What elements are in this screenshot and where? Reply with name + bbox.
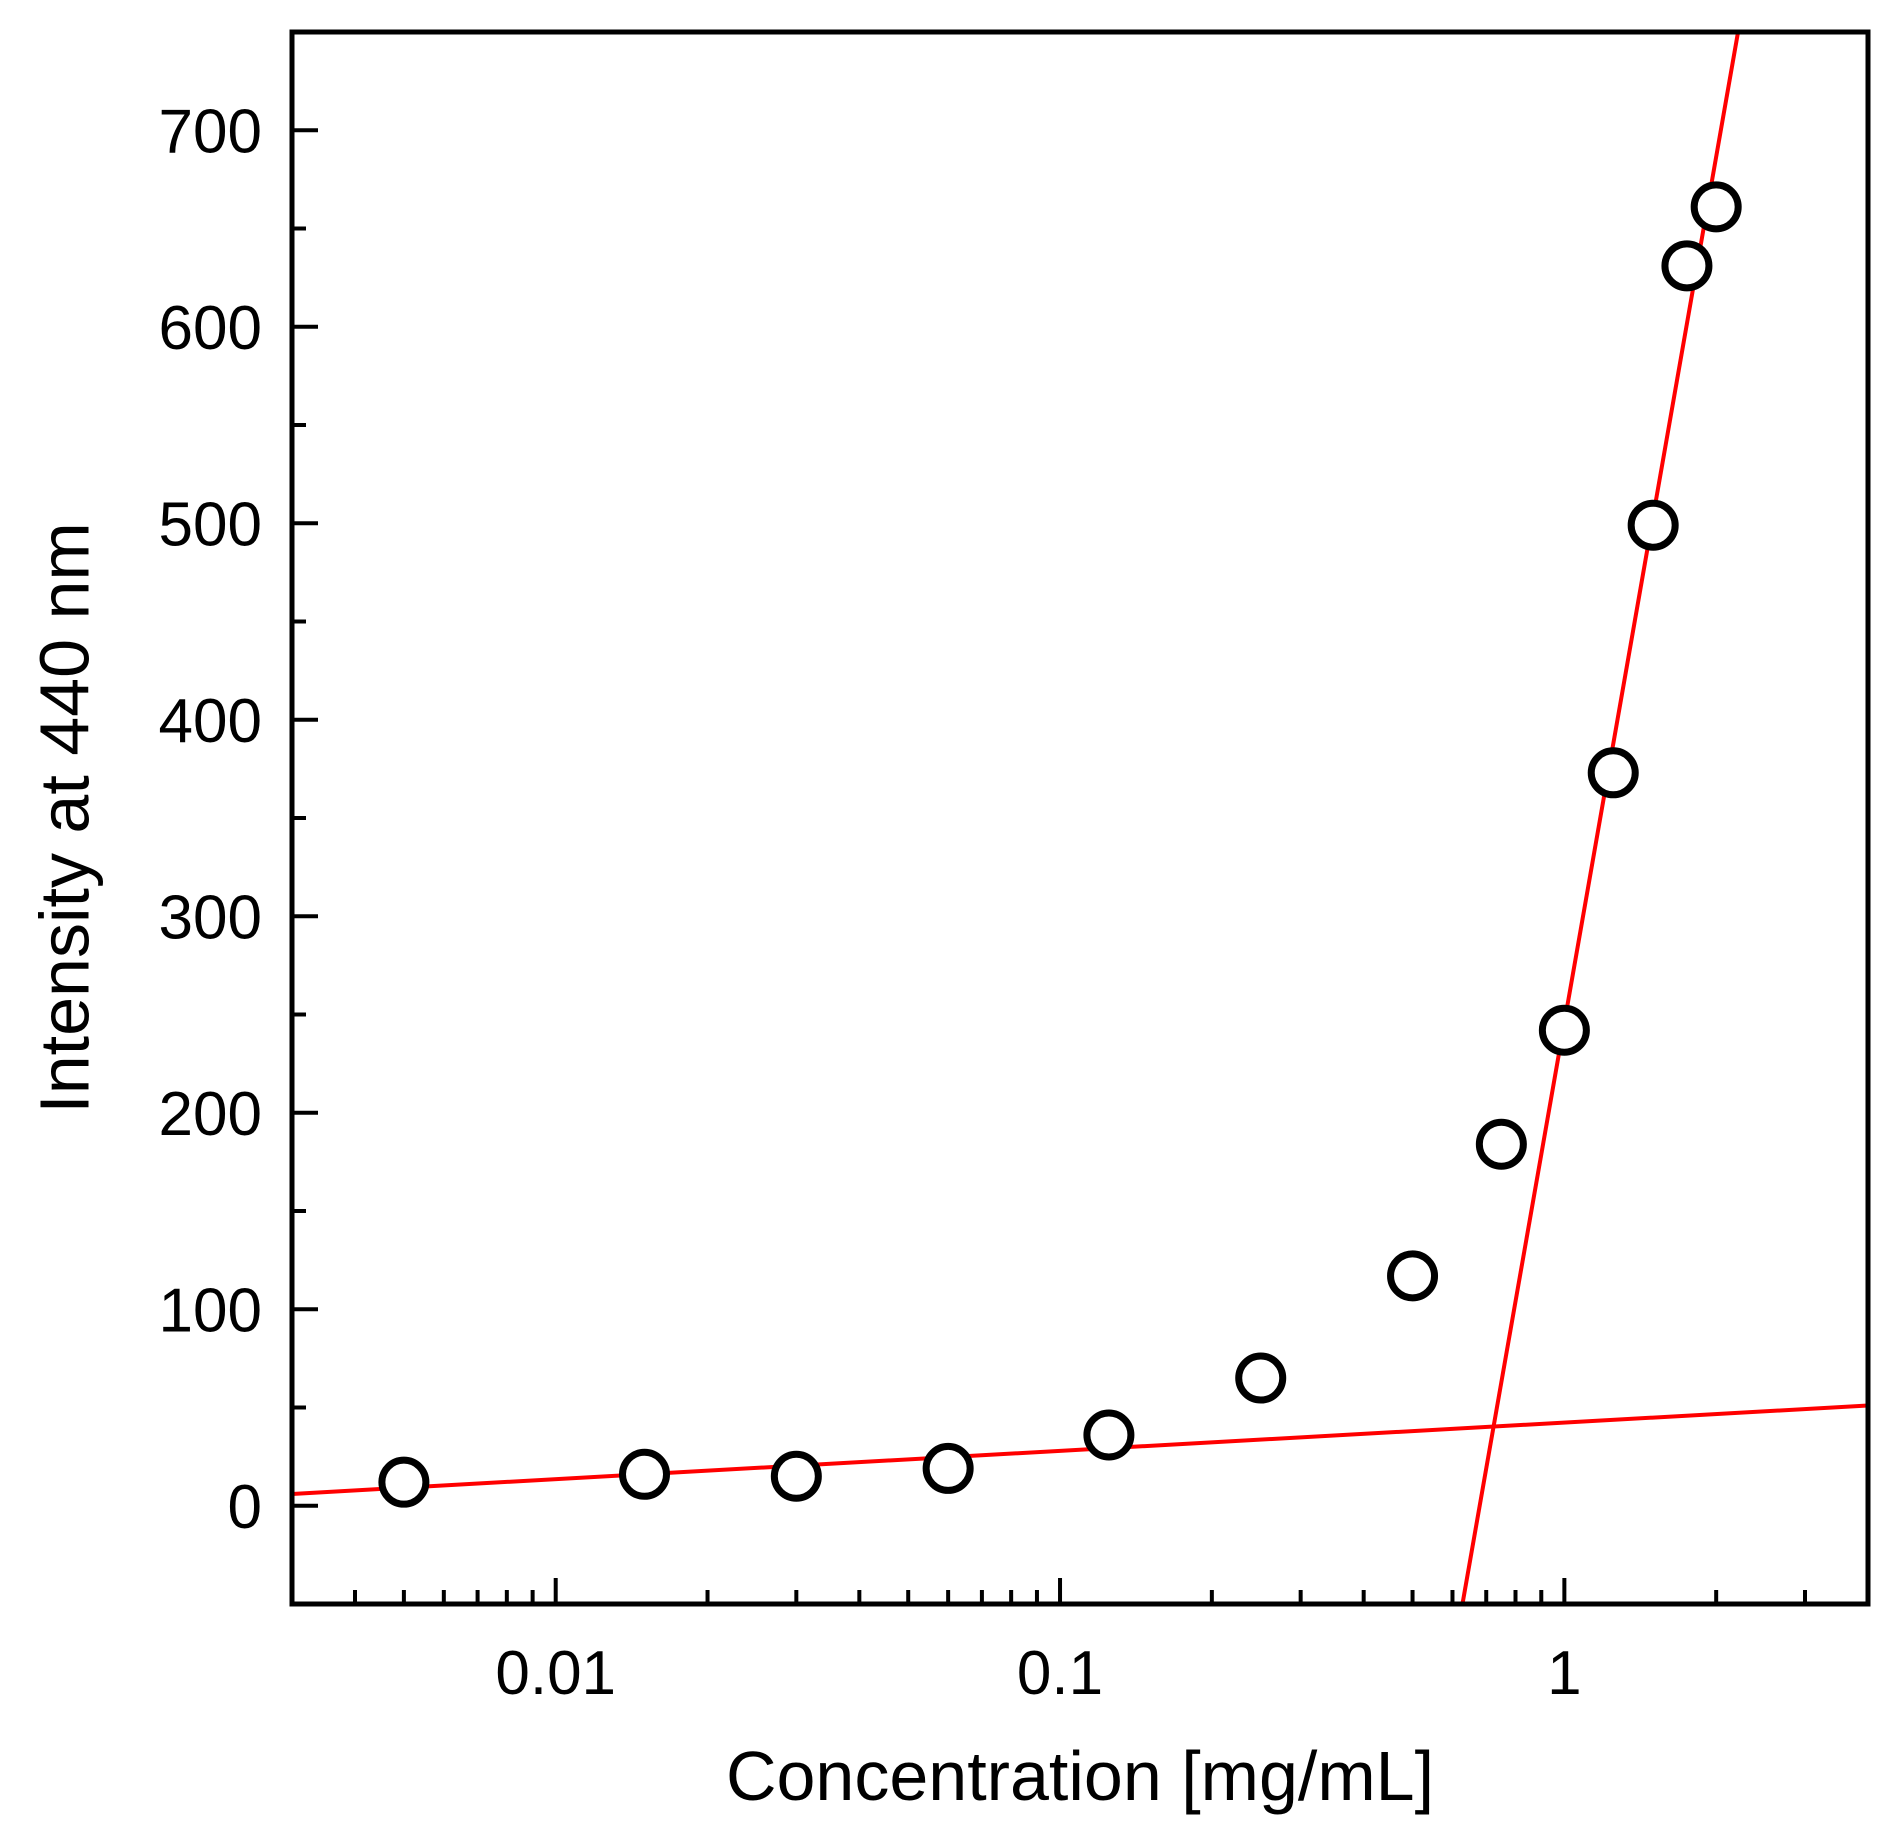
- y-tick-label: 600: [159, 294, 262, 363]
- y-tick-label: 400: [159, 687, 262, 756]
- x-tick-labels: 0.01 0.1 1: [495, 1639, 1581, 1708]
- data-point-1: [378, 1456, 430, 1508]
- fit-line-2: [1460, 32, 1741, 1604]
- y-tick-label: 200: [159, 1080, 262, 1149]
- data-point-5: [1083, 1409, 1135, 1461]
- x-tick-label: 0.01: [495, 1639, 616, 1708]
- plot-frame: [289, 29, 1871, 1607]
- data-point-7: [1387, 1250, 1439, 1302]
- y-tick-label: 0: [228, 1473, 262, 1542]
- data-point-4: [922, 1442, 974, 1494]
- y-axis-title: Intensity at 440 nm: [25, 522, 103, 1113]
- x-tick-label: 0.1: [1017, 1639, 1103, 1708]
- data-point-3: [770, 1450, 822, 1502]
- fit-line-1: [292, 1403, 1868, 1496]
- data-points: [378, 181, 1742, 1508]
- x-axis-title: Concentration [mg/mL]: [726, 1737, 1434, 1815]
- data-point-11: [1627, 499, 1679, 551]
- y-tick-label: 500: [159, 490, 262, 559]
- y-tick-label: 100: [159, 1276, 262, 1345]
- data-point-6: [1235, 1352, 1287, 1404]
- data-point-8: [1475, 1118, 1527, 1170]
- axis-ticks: [290, 30, 1870, 1606]
- y-tick-label: 700: [159, 97, 262, 166]
- data-point-10: [1587, 747, 1639, 799]
- y-tick-label: 300: [159, 883, 262, 952]
- y-tick-labels: 0 100 200 300 400 500 600 700: [159, 97, 262, 1542]
- data-point-13: [1690, 181, 1742, 233]
- data-point-2: [619, 1448, 671, 1500]
- data-point-9: [1538, 1004, 1590, 1056]
- fit-lines: [292, 32, 1868, 1604]
- data-point-12: [1661, 240, 1713, 292]
- x-tick-label: 1: [1547, 1639, 1581, 1708]
